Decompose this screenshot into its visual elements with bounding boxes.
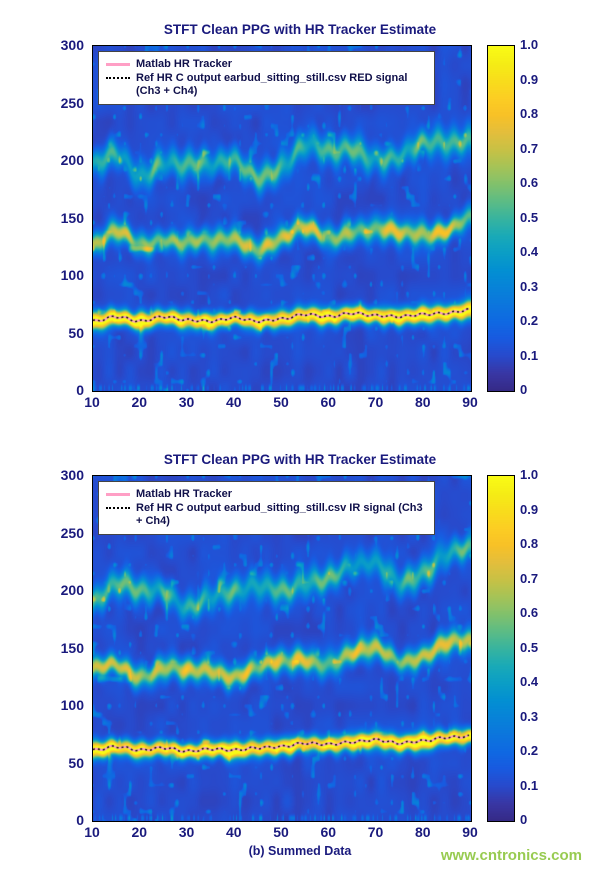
x-tick-label: 80	[414, 824, 431, 840]
x-tick-label: 60	[320, 824, 337, 840]
legend-label: Matlab HR Tracker	[136, 488, 232, 500]
y-tick-label: 50	[68, 754, 84, 771]
y-tick-label: 200	[60, 152, 84, 168]
x-axis-ticks: 10 20 30 40 50 60 70 80 90	[0, 394, 600, 414]
chart-title: STFT Clean PPG with HR Tracker Estimate	[163, 22, 437, 37]
dotted-line-swatch	[106, 507, 130, 509]
colorbar-tick-label: 1.0	[520, 37, 539, 52]
colorbar-ticks: 0 0.1 0.2 0.3 0.4 0.5 0.6 0.7 0.8 0.9 1.0	[520, 0, 560, 420]
colorbar-tick-label: 0.9	[520, 71, 539, 87]
y-tick-label: 200	[60, 582, 84, 598]
legend: Matlab HR Tracker Ref HR C output earbud_…	[98, 481, 435, 535]
colorbar-tick-label: 0.8	[520, 536, 539, 551]
legend-label: Ref HR C output earbud_sitting_still.csv…	[136, 502, 423, 527]
colorbar-tick-label: 0.5	[520, 639, 539, 655]
colorbar-tick-label: 0.1	[520, 777, 539, 793]
colorbar-tick-label: 0.8	[520, 106, 539, 121]
figure-caption: (b) Summed Data	[248, 844, 352, 858]
y-axis-ticks: 0 50 100 150 200 250 300	[34, 430, 86, 850]
x-axis-ticks: 10 20 30 40 50 60 70 80 90	[0, 824, 600, 844]
x-tick-label: 30	[178, 824, 195, 840]
colorbar-tick-label: 1.0	[520, 467, 539, 482]
figure-red-signal: STFT Clean PPG with HR Tracker Estimate …	[0, 0, 600, 420]
dotted-line-swatch	[106, 77, 130, 79]
colorbar-tick-label: 0	[520, 812, 528, 827]
x-tick-label: 10	[84, 394, 100, 410]
y-tick-label: 150	[60, 209, 84, 226]
y-tick-label: 250	[60, 94, 84, 111]
solid-line-swatch	[106, 493, 130, 496]
x-tick-label: 40	[225, 394, 242, 410]
colorbar-ticks: 0 0.1 0.2 0.3 0.4 0.5 0.6 0.7 0.8 0.9 1.0	[520, 430, 560, 850]
solid-line-swatch	[106, 63, 130, 66]
legend: Matlab HR Tracker Ref HR C output earbud_…	[98, 51, 435, 105]
x-tick-label: 40	[225, 824, 242, 840]
x-tick-label: 80	[414, 394, 431, 410]
colorbar-tick-label: 0.6	[520, 175, 539, 190]
legend-entry: Ref HR C output earbud_sitting_still.csv…	[106, 502, 426, 528]
y-tick-label: 0	[76, 382, 84, 398]
y-tick-label: 100	[60, 267, 84, 283]
x-tick-label: 10	[84, 824, 100, 840]
colorbar-tick-label: 0	[520, 382, 528, 397]
colorbar-tick-label: 0.6	[520, 605, 539, 620]
y-tick-label: 300	[60, 37, 84, 53]
colorbar	[487, 475, 515, 822]
legend-label: Ref HR C output earbud_sitting_still.csv…	[136, 72, 408, 97]
x-tick-label: 50	[273, 394, 289, 410]
x-tick-label: 20	[131, 824, 148, 840]
x-tick-label: 70	[367, 394, 384, 410]
legend-entry: Matlab HR Tracker	[106, 58, 426, 71]
x-tick-label: 20	[131, 394, 148, 410]
x-tick-label: 90	[462, 824, 478, 840]
colorbar-tick-label: 0.3	[520, 708, 539, 724]
y-tick-label: 100	[60, 697, 84, 713]
y-tick-label: 250	[60, 524, 84, 541]
y-axis-ticks: 0 50 100 150 200 250 300	[34, 0, 86, 420]
y-tick-label: 50	[68, 324, 84, 341]
colorbar-tick-label: 0.4	[520, 674, 539, 689]
colorbar-tick-label: 0.1	[520, 347, 539, 363]
x-tick-label: 30	[178, 394, 195, 410]
y-tick-label: 300	[60, 467, 84, 483]
colorbar-tick-label: 0.5	[520, 209, 539, 225]
x-tick-label: 70	[367, 824, 384, 840]
chart-title: STFT Clean PPG with HR Tracker Estimate	[163, 452, 437, 467]
y-tick-label: 0	[76, 812, 84, 828]
colorbar-tick-label: 0.4	[520, 244, 539, 259]
x-tick-label: 50	[273, 824, 289, 840]
legend-entry: Matlab HR Tracker	[106, 488, 426, 501]
colorbar-tick-label: 0.7	[520, 140, 539, 156]
legend-entry: Ref HR C output earbud_sitting_still.csv…	[106, 72, 426, 98]
colorbar-tick-label: 0.2	[520, 313, 539, 328]
y-tick-label: 150	[60, 639, 84, 656]
colorbar	[487, 45, 515, 392]
colorbar-tick-label: 0.3	[520, 278, 539, 294]
x-tick-label: 60	[320, 394, 337, 410]
figure-ir-signal: STFT Clean PPG with HR Tracker Estimate …	[0, 430, 600, 885]
x-tick-label: 90	[462, 394, 478, 410]
watermark: www.cntronics.com	[440, 847, 582, 864]
colorbar-tick-label: 0.9	[520, 501, 539, 517]
colorbar-tick-label: 0.2	[520, 743, 539, 758]
legend-label: Matlab HR Tracker	[136, 58, 232, 70]
colorbar-tick-label: 0.7	[520, 570, 539, 586]
